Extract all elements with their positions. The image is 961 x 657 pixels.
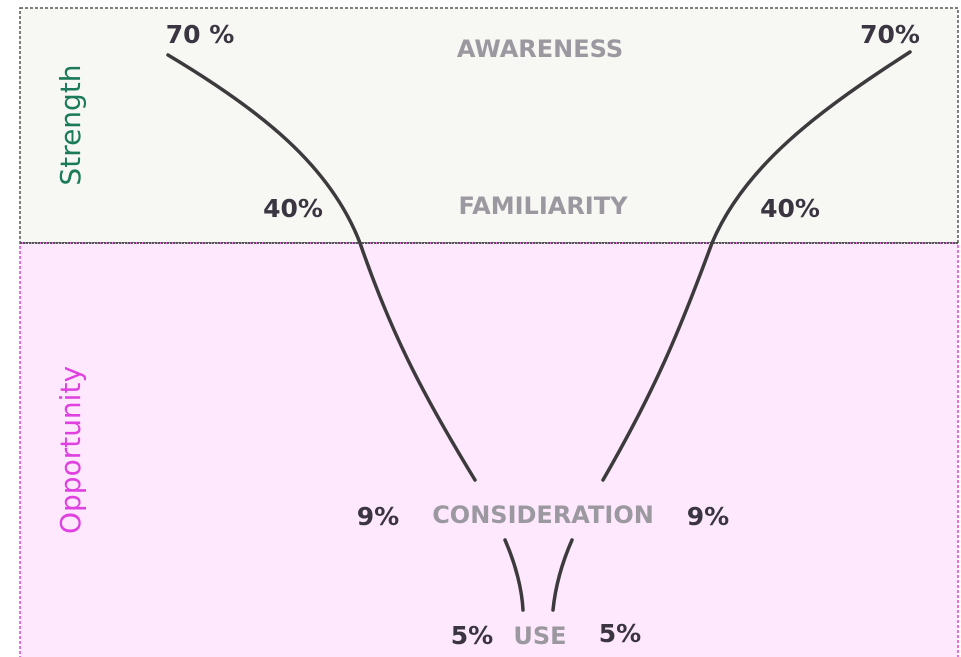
funnel-left-curve [166, 53, 477, 482]
right-percent: 9% [687, 502, 729, 531]
left-percent: 9% [357, 502, 399, 531]
stage-name: USE [513, 622, 566, 650]
stage-name: FAMILIARITY [459, 192, 629, 220]
left-percent: 40% [263, 194, 323, 223]
strength-zone [19, 7, 959, 244]
right-percent: 5% [599, 619, 641, 648]
right-percent: 40% [760, 194, 820, 223]
funnel-right-tail [551, 538, 574, 612]
left-percent: 70 % [166, 20, 235, 49]
right-percent: 70% [860, 20, 920, 49]
opportunity-zone [19, 242, 959, 657]
funnel-right-curve [601, 50, 912, 482]
stage-name: AWARENESS [457, 35, 623, 63]
side-label: Strength [54, 64, 87, 185]
funnel-left-tail [503, 538, 525, 612]
side-label: Opportunity [54, 366, 87, 534]
stage-name: CONSIDERATION [432, 501, 654, 529]
left-percent: 5% [451, 621, 493, 650]
